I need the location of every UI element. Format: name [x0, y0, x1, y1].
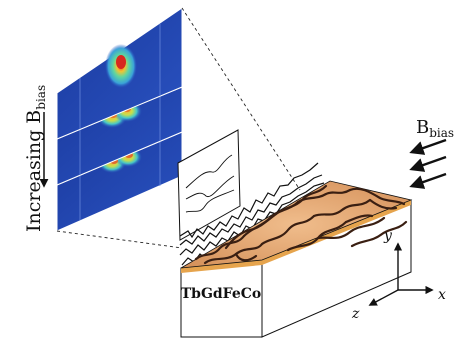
bias-field-arrow-icon	[409, 155, 447, 172]
axis-label-y: y	[383, 228, 393, 244]
bias-label: Bbias	[416, 117, 454, 140]
bias-label-main: B	[416, 117, 429, 138]
axis-arrow-z-icon	[368, 289, 399, 306]
sample-slab: TbGdFeCo	[180, 180, 413, 338]
increasing-label-main: Increasing B	[23, 110, 45, 232]
bias-field-arrow-icon	[409, 172, 447, 189]
domain-walls	[194, 184, 408, 265]
axis-label-z: z	[351, 306, 360, 322]
projection-lines	[56, 7, 301, 249]
heatmap-panel-1	[56, 7, 183, 140]
bias-field-arrow-icon	[409, 138, 447, 155]
increasing-bias-label: Increasing Bbias	[23, 85, 48, 232]
coordinate-axes	[368, 242, 434, 306]
svg-text:Increasing Bbias: Increasing Bbias	[23, 85, 48, 232]
material-label: TbGdFeCo	[181, 286, 262, 302]
increasing-label-sub: bias	[34, 85, 48, 110]
profile-inset	[177, 129, 241, 241]
axis-label-x: x	[438, 287, 446, 303]
bias-field-arrows	[409, 138, 447, 189]
bias-label-sub: bias	[429, 126, 454, 140]
heatmap-stack	[56, 7, 183, 232]
